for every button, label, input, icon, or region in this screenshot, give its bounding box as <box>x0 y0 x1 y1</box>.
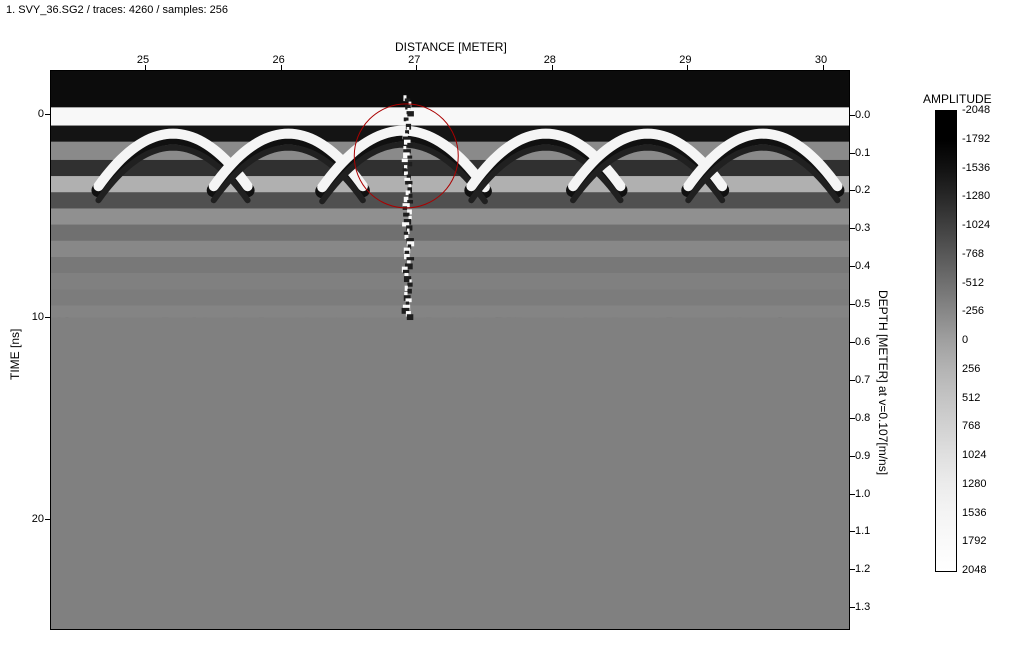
amplitude-tick-label: 2048 <box>962 564 986 576</box>
x-tick-label: 27 <box>408 54 420 66</box>
file-info-header: 1. SVY_36.SG2 / traces: 4260 / samples: … <box>6 4 228 16</box>
x-tick-label: 25 <box>137 54 149 66</box>
depth-tick-label: 1.2 <box>855 563 870 575</box>
depth-tick-label: 1.1 <box>855 525 870 537</box>
depth-tick-label: 1.3 <box>855 601 870 613</box>
amplitude-tick-label: 256 <box>962 363 980 375</box>
amplitude-tick-label: -1280 <box>962 190 990 202</box>
depth-tick-label: 0.3 <box>855 222 870 234</box>
depth-tick-label: 1.0 <box>855 488 870 500</box>
depth-tick-label: 0.2 <box>855 184 870 196</box>
amplitude-colorbar <box>935 110 957 572</box>
amplitude-tick-label: 1536 <box>962 507 986 519</box>
amplitude-tick-label: -1024 <box>962 219 990 231</box>
amplitude-tick-label: 1280 <box>962 478 986 490</box>
depth-tick-label: 0.6 <box>855 336 870 348</box>
time-tick-label: 20 <box>32 513 44 525</box>
radargram-plot[interactable] <box>50 70 850 630</box>
depth-tick-label: 0.4 <box>855 260 870 272</box>
time-tick-label: 10 <box>32 311 44 323</box>
x-tick-label: 26 <box>273 54 285 66</box>
depth-tick-label: 0.9 <box>855 450 870 462</box>
amplitude-tick-label: -256 <box>962 305 984 317</box>
depth-tick-label: 0.7 <box>855 374 870 386</box>
amplitude-tick-label: -2048 <box>962 104 990 116</box>
amplitude-tick-label: 512 <box>962 392 980 404</box>
amplitude-tick-label: -512 <box>962 277 984 289</box>
depth-tick-label: 0.8 <box>855 412 870 424</box>
amplitude-tick-label: -1792 <box>962 133 990 145</box>
depth-tick-label: 0.1 <box>855 147 870 159</box>
amplitude-tick-label: -768 <box>962 248 984 260</box>
amplitude-tick-label: 1792 <box>962 535 986 547</box>
x-axis-title: DISTANCE [METER] <box>395 40 507 54</box>
x-tick-label: 30 <box>815 54 827 66</box>
x-tick-label: 28 <box>544 54 556 66</box>
amplitude-tick-label: 0 <box>962 334 968 346</box>
time-tick-label: 0 <box>38 108 44 120</box>
depth-tick-label: 0.5 <box>855 298 870 310</box>
amplitude-tick-label: -1536 <box>962 162 990 174</box>
amplitude-tick-label: 768 <box>962 420 980 432</box>
depth-axis-title: DEPTH [METER] at v=0.107[m/ns] <box>876 290 890 475</box>
x-tick-label: 29 <box>679 54 691 66</box>
time-axis-title: TIME [ns] <box>8 329 22 380</box>
radargram-svg <box>51 71 850 630</box>
depth-tick-label: 0.0 <box>855 109 870 121</box>
amplitude-tick-label: 1024 <box>962 449 986 461</box>
